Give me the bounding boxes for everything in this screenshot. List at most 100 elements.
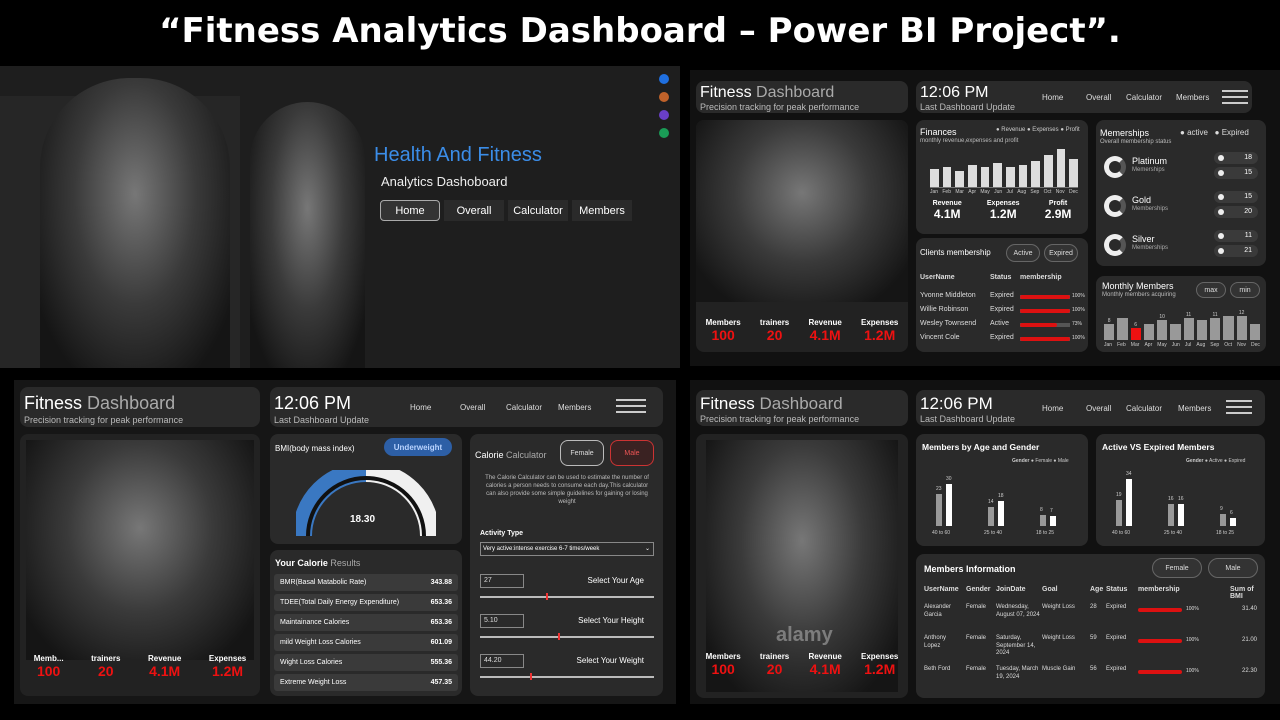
calc-input-field[interactable]: 44.20: [480, 654, 524, 668]
table-row[interactable]: Willie Robinson Expired 100%: [920, 304, 1085, 318]
column-header[interactable]: Status: [1106, 586, 1128, 593]
active_expired-bar: [1168, 503, 1174, 526]
cell-date: Saturday, September 14, 2024: [996, 635, 1036, 656]
female-button[interactable]: Female: [560, 440, 604, 466]
column-header[interactable]: UserName: [924, 586, 959, 593]
kpi-label: Revenue: [932, 200, 962, 207]
membership-pct: 100%: [1072, 293, 1085, 299]
table-row[interactable]: Yvonne Middleton Expired 100%: [920, 290, 1085, 304]
nav-home[interactable]: Home: [1042, 404, 1064, 413]
expired-filter-button[interactable]: Expired: [1044, 244, 1078, 262]
table-row[interactable]: Beth Ford Female Tuesday, March 19, 2024 Mu…: [924, 664, 1257, 694]
active_expired-bar: [1178, 503, 1184, 526]
nav-members-button[interactable]: Members: [572, 200, 632, 221]
stat-2: Revenue 4.1M: [148, 654, 181, 679]
monthly-bar: [1170, 324, 1181, 340]
age_gender-bar-label: 23: [936, 486, 942, 493]
table-row[interactable]: Alexander Garcia Female Wednesday, August …: [924, 602, 1257, 632]
female-filter-button[interactable]: Female: [1152, 558, 1202, 578]
client-status: Expired: [990, 292, 1014, 299]
finance-bar: [942, 167, 952, 187]
calc-input-group: 44.20 Select Your Weight: [480, 654, 654, 690]
nav-overall[interactable]: Overall: [1086, 93, 1112, 102]
calorie-calculator-card: Calorie Calculator Female Male The Calor…: [470, 434, 663, 696]
column-header[interactable]: Sum of BMI: [1230, 586, 1254, 600]
active_expired-bar: [1116, 499, 1122, 526]
slider-handle[interactable]: [546, 593, 549, 600]
max-button[interactable]: max: [1196, 282, 1226, 298]
result-row: BMR(Basal Matabolic Rate) 343.88: [274, 574, 458, 591]
athlete-photo: [696, 120, 908, 302]
finance-month-label: Jan: [930, 189, 939, 195]
cell-age: 28: [1090, 604, 1097, 610]
column-header[interactable]: JoinDate: [996, 586, 1026, 593]
kpi-label: Profit: [1048, 200, 1068, 207]
min-button[interactable]: min: [1230, 282, 1260, 298]
kpi-label: Expenses: [986, 200, 1020, 207]
cell-gender: Female: [966, 604, 987, 610]
nav-calculator-button[interactable]: Calculator: [508, 200, 568, 221]
nav-home[interactable]: Home: [410, 403, 432, 412]
nav-home-button[interactable]: Home: [380, 200, 440, 221]
activity-select[interactable]: Very active:intense exercise 6-7 times/w…: [480, 542, 654, 556]
tier-name: Platinum: [1132, 156, 1168, 166]
male-filter-button[interactable]: Male: [1208, 558, 1258, 578]
cell-goal: Muscle Gain: [1042, 666, 1076, 672]
calc-input-field[interactable]: 27: [480, 574, 524, 588]
monthly-month-label: May: [1157, 342, 1167, 348]
result-value: 601.09: [430, 639, 452, 646]
theme-dot-blue[interactable]: [659, 74, 669, 84]
tier-sub: Memerships: [1132, 167, 1165, 173]
calc-slider[interactable]: [480, 673, 654, 680]
monthly-bar-col: [1143, 310, 1154, 340]
finance-month-label: Feb: [942, 189, 951, 195]
membership-bar-fill: [1020, 295, 1070, 299]
male-button[interactable]: Male: [610, 440, 654, 466]
result-value: 457.35: [430, 679, 452, 686]
nav-calculator[interactable]: Calculator: [1126, 404, 1163, 413]
finance-bar: [1018, 165, 1028, 187]
slider-handle[interactable]: [530, 673, 533, 680]
nav-members[interactable]: Members: [558, 403, 592, 412]
column-header[interactable]: Goal: [1042, 586, 1058, 593]
menu-icon[interactable]: [1222, 90, 1248, 104]
bmi-card: BMI(body mass index) Underweight 18.30: [270, 434, 462, 544]
nav-overall[interactable]: Overall: [1086, 404, 1112, 413]
calc-slider[interactable]: [480, 593, 654, 600]
theme-dot-purple[interactable]: [659, 110, 669, 120]
slider-handle[interactable]: [558, 633, 561, 640]
theme-dot-green[interactable]: [659, 128, 669, 138]
monthly-bar-col: [1170, 310, 1181, 340]
calculator-dashboard: Fitness Dashboard Precision tracking for…: [14, 380, 676, 704]
table-row[interactable]: Wesley Townsend Active 73%: [920, 318, 1084, 332]
column-header[interactable]: membership: [1138, 586, 1180, 593]
nav-members[interactable]: Members: [1178, 404, 1212, 413]
column-header[interactable]: Age: [1090, 586, 1104, 593]
theme-dot-orange[interactable]: [659, 92, 669, 102]
active_expired-bar: [1126, 478, 1132, 526]
calc-slider[interactable]: [480, 633, 654, 640]
nav-home[interactable]: Home: [1042, 93, 1064, 102]
nav-overall[interactable]: Overall: [460, 403, 486, 412]
active_expired-group-label: 18 to 25: [1216, 530, 1235, 536]
nav-members[interactable]: Members: [1176, 93, 1210, 102]
active_expired-group-label: 25 to 40: [1164, 530, 1183, 536]
monthly-bar-col: [1223, 310, 1234, 340]
result-row: mild Weight Loss Calories 601.09: [274, 634, 458, 651]
monthly-bar-col: 8: [1104, 310, 1115, 340]
time-card: 12:06 PM Last Dashboard Update Home Over…: [916, 390, 1265, 426]
menu-icon[interactable]: [1226, 400, 1252, 414]
active-filter-button[interactable]: Active: [1006, 244, 1040, 262]
menu-icon[interactable]: [616, 399, 646, 413]
stat-value: 1.2M: [864, 327, 896, 343]
membership-bar: [1138, 639, 1182, 643]
status-dot: [1218, 248, 1224, 254]
calc-input-field[interactable]: 5.10: [480, 614, 524, 628]
table-row[interactable]: Anthony Lopez Female Saturday, September 1…: [924, 633, 1257, 663]
column-header[interactable]: Gender: [966, 586, 991, 593]
table-row[interactable]: Vincent Cole Expired 100%: [920, 332, 1085, 346]
nav-calculator[interactable]: Calculator: [506, 403, 543, 412]
monthly-month-label: Jan: [1104, 342, 1113, 348]
nav-overall-button[interactable]: Overall: [444, 200, 504, 221]
nav-calculator[interactable]: Calculator: [1126, 93, 1163, 102]
